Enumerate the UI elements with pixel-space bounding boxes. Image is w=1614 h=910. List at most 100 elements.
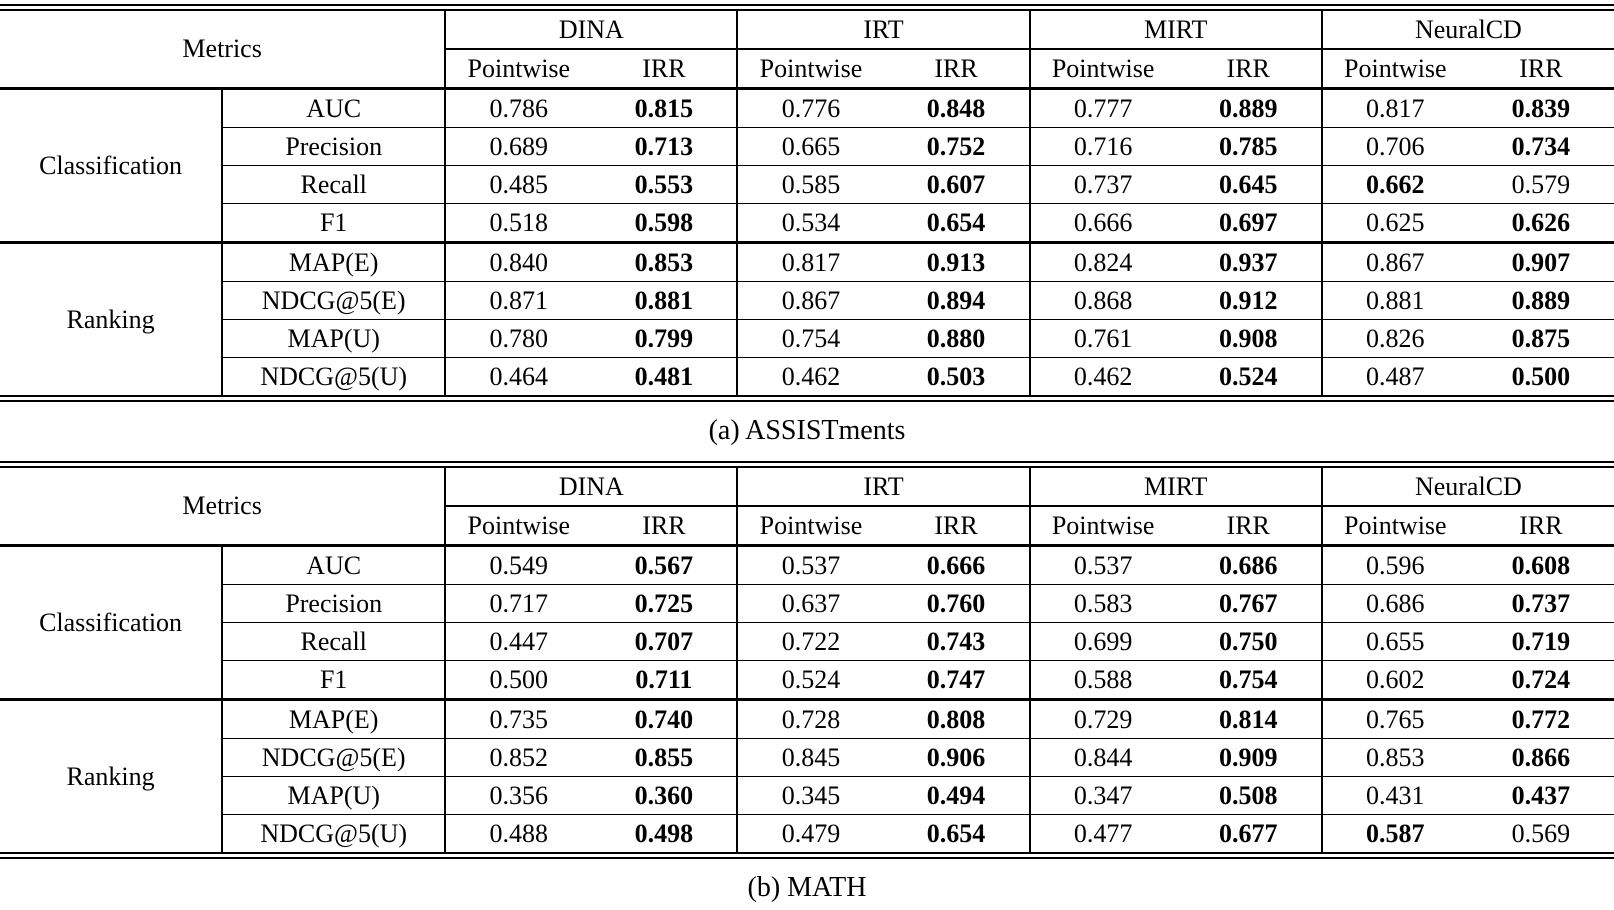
- value-cell: 0.765: [1320, 698, 1468, 739]
- value-cell: 0.645: [1175, 165, 1322, 204]
- value-cell: 0.686: [1320, 584, 1468, 623]
- metrics-header: Metrics: [0, 7, 446, 90]
- value-cell: 0.906: [883, 738, 1030, 777]
- value-cell: 0.697: [1175, 203, 1322, 243]
- value-cell: 0.596: [1320, 545, 1468, 585]
- value-cell: 0.761: [1028, 319, 1176, 358]
- metric-label: MAP(E): [221, 241, 446, 282]
- value-cell: 0.553: [591, 165, 738, 204]
- value-cell: 0.724: [1467, 660, 1614, 700]
- value-cell: 0.817: [736, 241, 884, 282]
- value-cell: 0.734: [1467, 127, 1614, 166]
- value-cell: 0.776: [736, 88, 884, 128]
- value-cell: 0.808: [883, 698, 1030, 739]
- subheader-irr-mirt: IRR: [1175, 506, 1322, 547]
- value-cell: 0.588: [1028, 660, 1176, 700]
- value-cell: 0.662: [1320, 165, 1468, 204]
- model-header-mirt: MIRT: [1028, 7, 1322, 50]
- model-header-mirt: MIRT: [1028, 464, 1322, 507]
- value-cell: 0.852: [444, 738, 592, 777]
- value-cell: 0.347: [1028, 776, 1176, 815]
- value-cell: 0.814: [1175, 698, 1322, 739]
- value-cell: 0.815: [591, 88, 738, 128]
- subheader-irr-irt: IRR: [883, 49, 1030, 90]
- value-cell: 0.356: [444, 776, 592, 815]
- subheader-pointwise-irt: Pointwise: [736, 49, 884, 90]
- value-cell: 0.654: [883, 814, 1030, 856]
- metric-label: AUC: [221, 545, 446, 585]
- value-cell: 0.740: [591, 698, 738, 739]
- model-header-irt: IRT: [736, 464, 1030, 507]
- subheader-pointwise-mirt: Pointwise: [1028, 506, 1176, 547]
- value-cell: 0.717: [444, 584, 592, 623]
- value-cell: 0.655: [1320, 622, 1468, 661]
- value-cell: 0.824: [1028, 241, 1176, 282]
- value-cell: 0.431: [1320, 776, 1468, 815]
- value-cell: 0.567: [591, 545, 738, 585]
- value-cell: 0.498: [591, 814, 738, 856]
- value-cell: 0.722: [736, 622, 884, 661]
- subheader-irr-neuralcd: IRR: [1467, 49, 1614, 90]
- metric-label: MAP(E): [221, 698, 446, 739]
- value-cell: 0.735: [444, 698, 592, 739]
- value-cell: 0.785: [1175, 127, 1322, 166]
- value-cell: 0.524: [736, 660, 884, 700]
- value-cell: 0.508: [1175, 776, 1322, 815]
- results-table-assistments: Metrics DINA IRT MIRT NeuralCD Pointwise IRR Po…: [0, 4, 1614, 402]
- metric-label: F1: [221, 203, 446, 243]
- value-cell: 0.666: [1028, 203, 1176, 243]
- metric-label: Recall: [221, 622, 446, 661]
- value-cell: 0.853: [1320, 738, 1468, 777]
- group-label-ranking: Ranking: [0, 698, 223, 856]
- value-cell: 0.777: [1028, 88, 1176, 128]
- value-cell: 0.767: [1175, 584, 1322, 623]
- value-cell: 0.889: [1467, 281, 1614, 320]
- value-cell: 0.579: [1467, 165, 1614, 204]
- value-cell: 0.867: [1320, 241, 1468, 282]
- model-header-dina: DINA: [444, 464, 738, 507]
- subheader-pointwise-neuralcd: Pointwise: [1320, 49, 1468, 90]
- value-cell: 0.754: [1175, 660, 1322, 700]
- value-cell: 0.479: [736, 814, 884, 856]
- value-cell: 0.853: [591, 241, 738, 282]
- value-cell: 0.477: [1028, 814, 1176, 856]
- value-cell: 0.524: [1175, 357, 1322, 399]
- subheader-irr-irt: IRR: [883, 506, 1030, 547]
- group-label-classification: Classification: [0, 88, 223, 243]
- value-cell: 0.909: [1175, 738, 1322, 777]
- value-cell: 0.729: [1028, 698, 1176, 739]
- value-cell: 0.437: [1467, 776, 1614, 815]
- value-cell: 0.747: [883, 660, 1030, 700]
- value-cell: 0.537: [736, 545, 884, 585]
- value-cell: 0.518: [444, 203, 592, 243]
- value-cell: 0.485: [444, 165, 592, 204]
- value-cell: 0.754: [736, 319, 884, 358]
- metric-label: MAP(U): [221, 319, 446, 358]
- subheader-pointwise-mirt: Pointwise: [1028, 49, 1176, 90]
- value-cell: 0.840: [444, 241, 592, 282]
- value-cell: 0.867: [736, 281, 884, 320]
- value-cell: 0.848: [883, 88, 1030, 128]
- value-cell: 0.481: [591, 357, 738, 399]
- value-cell: 0.937: [1175, 241, 1322, 282]
- value-cell: 0.750: [1175, 622, 1322, 661]
- value-cell: 0.719: [1467, 622, 1614, 661]
- results-table-math: Metrics DINA IRT MIRT NeuralCD Pointwise IRR Po…: [0, 461, 1614, 859]
- value-cell: 0.737: [1028, 165, 1176, 204]
- metric-label: MAP(U): [221, 776, 446, 815]
- value-cell: 0.625: [1320, 203, 1468, 243]
- value-cell: 0.500: [1467, 357, 1614, 399]
- value-cell: 0.585: [736, 165, 884, 204]
- value-cell: 0.875: [1467, 319, 1614, 358]
- metrics-header: Metrics: [0, 464, 446, 547]
- metric-label: NDCG@5(U): [221, 814, 446, 856]
- value-cell: 0.689: [444, 127, 592, 166]
- value-cell: 0.462: [1028, 357, 1176, 399]
- value-cell: 0.866: [1467, 738, 1614, 777]
- value-cell: 0.844: [1028, 738, 1176, 777]
- value-cell: 0.894: [883, 281, 1030, 320]
- value-cell: 0.447: [444, 622, 592, 661]
- value-cell: 0.881: [591, 281, 738, 320]
- value-cell: 0.912: [1175, 281, 1322, 320]
